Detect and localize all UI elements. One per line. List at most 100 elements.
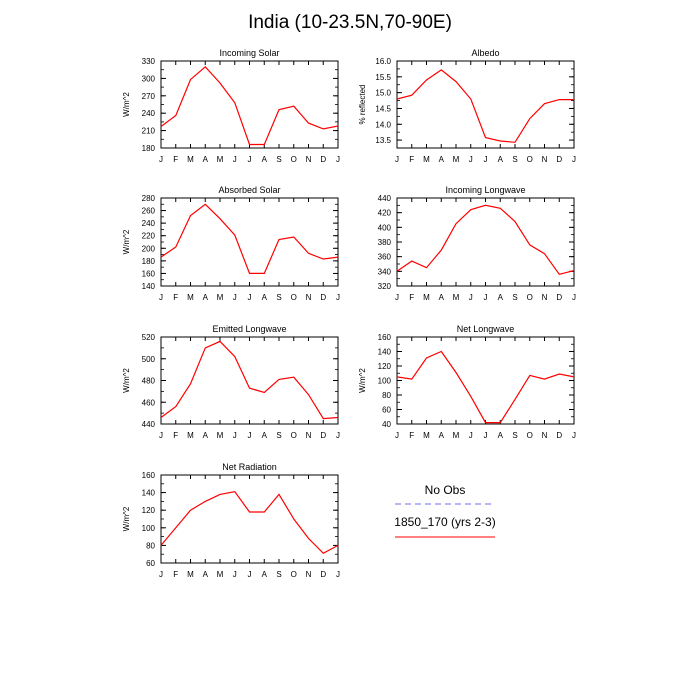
y-tick-label: 460 [142,398,156,407]
y-tick-label: 300 [142,74,156,83]
plot-frame [396,60,575,149]
x-tick-label: A [262,155,268,164]
y-tick-label: 100 [142,524,156,533]
y-tick-label: 220 [142,232,156,241]
x-tick-label: M [187,293,194,302]
x-tick-label: A [498,431,504,440]
y-tick-label: 160 [378,333,392,342]
y-tick-label: 280 [142,194,156,203]
x-tick-label: O [527,293,533,302]
legend-label-model: 1850_170 (yrs 2-3) [394,515,495,529]
series-line [396,69,574,143]
series-line [160,340,339,420]
y-tick-label: 240 [142,109,156,118]
series-line [396,204,575,275]
x-tick-label: M [187,570,194,579]
legend: No Obs 1850_170 (yrs 2-3) [394,483,496,538]
x-tick-label: S [276,570,281,579]
y-tick-label: 500 [142,355,156,364]
x-tick-label: M [453,431,460,440]
y-tick-label: 140 [142,489,156,498]
x-tick-label: O [291,431,297,440]
chart-title: Emitted Longwave [212,324,286,334]
y-tick-label: 400 [378,223,392,232]
y-tick-label: 180 [142,257,156,266]
x-tick-label: A [203,570,209,579]
x-tick-label: M [217,293,224,302]
x-tick-label: J [395,293,399,302]
y-tick-label: 120 [142,506,156,515]
x-tick-label: D [556,293,562,302]
x-tick-label: J [159,570,163,579]
x-tick-label: J [159,431,163,440]
x-tick-label: M [423,293,430,302]
x-tick-label: J [233,570,237,579]
x-tick-label: D [320,431,326,440]
x-tick-label: J [248,155,252,164]
plot-frame [396,197,575,287]
x-tick-label: A [498,155,504,164]
x-tick-label: J [572,155,576,164]
chart-title: Absorbed Solar [218,185,280,195]
plot-frame [396,336,575,425]
x-tick-label: J [336,293,340,302]
y-tick-label: 340 [378,267,392,276]
y-tick-label: 160 [142,269,156,278]
x-tick-label: J [572,293,576,302]
x-tick-label: N [542,431,548,440]
x-tick-label: D [320,570,326,579]
y-axis-label: W/m^2 [122,368,131,393]
x-tick-label: M [187,155,194,164]
x-tick-label: F [409,431,414,440]
plot-frame [160,474,339,564]
x-tick-label: A [203,155,209,164]
y-tick-label: 330 [142,57,156,66]
y-tick-label: 320 [378,282,392,291]
x-tick-label: S [276,155,281,164]
x-tick-label: J [469,293,473,302]
x-tick-label: M [217,570,224,579]
x-tick-label: J [233,431,237,440]
x-tick-label: F [409,155,414,164]
y-tick-label: 140 [378,348,392,357]
y-tick-label: 13.5 [375,136,391,145]
x-tick-label: S [512,293,517,302]
x-tick-label: D [556,155,562,164]
y-tick-label: 15.5 [375,73,391,82]
x-tick-label: J [469,155,473,164]
y-axis-label: W/m^2 [122,506,131,531]
y-tick-label: 80 [382,391,391,400]
plot-frame [160,336,339,425]
x-tick-label: M [453,155,460,164]
y-tick-label: 40 [382,420,391,429]
y-tick-label: 360 [378,253,392,262]
x-tick-label: A [439,431,445,440]
y-tick-label: 120 [378,362,392,371]
x-tick-label: N [542,155,548,164]
x-tick-label: M [453,293,460,302]
x-tick-label: F [173,155,178,164]
x-tick-label: F [173,293,178,302]
x-tick-label: M [423,431,430,440]
x-tick-label: A [439,293,445,302]
x-tick-label: O [291,293,297,302]
x-tick-label: N [306,155,312,164]
y-tick-label: 270 [142,92,156,101]
chart-title: Albedo [471,48,499,58]
y-axis-label: W/m^2 [122,92,131,117]
x-tick-label: D [556,431,562,440]
x-tick-label: J [248,293,252,302]
legend-label-no-obs: No Obs [425,483,466,497]
x-tick-label: O [291,570,297,579]
x-tick-label: J [248,431,252,440]
x-tick-label: N [306,570,312,579]
y-tick-label: 380 [378,238,392,247]
x-tick-label: A [203,431,209,440]
